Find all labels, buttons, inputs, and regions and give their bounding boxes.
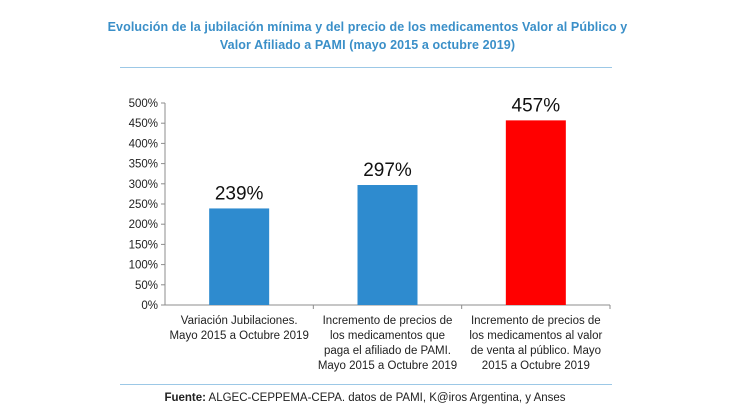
y-tick-label: 450% [129,118,158,130]
y-tick-label: 150% [129,239,158,251]
y-tick-label: 350% [129,159,158,171]
bar [505,120,566,305]
data-label: 239% [215,183,264,204]
category-label: paga el afiliado de PAMI. [324,345,451,357]
source-label: Fuente: [164,392,206,404]
bar-chart: 0% 50% 100% 150% 200% 250% 300% 350% 400% 450% 500… [129,95,611,372]
category-label: Mayo 2015 a Octubre 2019 [318,360,457,372]
data-label: 457% [512,95,561,116]
category-label: Variación Jubilaciones. [181,315,298,327]
category-label: de venta al público. Mayo [471,345,601,357]
y-tick-label: 400% [129,138,158,150]
source-text: ALGEC-CEPPEMA-CEPA. datos de PAMI, K@iro… [208,392,566,404]
chart-title: Evolución de la jubilación mínima y del … [107,20,628,52]
source-note: Fuente: ALGEC-CEPPEMA-CEPA. datos de PAM… [0,392,730,404]
category-label: 2015 a Octubre 2019 [482,360,590,372]
bar [357,185,418,305]
y-tick-label: 100% [129,260,158,272]
bar [209,208,270,305]
y-tick-label: 200% [129,219,158,231]
category-label: Incremento de precios de [471,315,601,327]
y-tick-label: 300% [129,179,158,191]
category-label: Incremento de precios de [323,315,453,327]
y-tick-label: 50% [135,280,158,292]
title-divider [120,67,612,68]
category-label: los medicamentos al valor [469,330,602,342]
y-tick-label: 0% [141,300,158,312]
category-label: Mayo 2015 a Octubre 2019 [169,330,308,342]
source-divider [120,384,612,385]
data-label: 297% [363,160,412,181]
y-tick-label: 500% [129,98,158,110]
y-tick-label: 250% [129,199,158,211]
category-label: los medicamentos que [330,330,445,342]
